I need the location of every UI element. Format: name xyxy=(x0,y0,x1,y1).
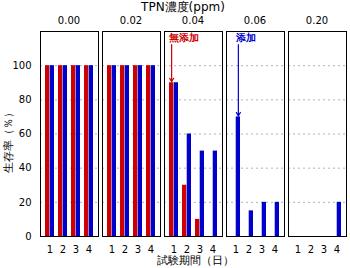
svg-text:2: 2 xyxy=(122,244,128,255)
svg-text:3: 3 xyxy=(135,244,141,255)
html-text:試験期間（日）: 試験期間（日） xyxy=(156,254,234,267)
svg-text:2: 2 xyxy=(60,244,66,255)
svg-text:2: 2 xyxy=(246,244,252,255)
svg-text:1: 1 xyxy=(295,244,301,255)
svg-text:4: 4 xyxy=(86,244,92,255)
svg-text:3: 3 xyxy=(259,244,265,255)
html-text:0.04: 0.04 xyxy=(181,15,205,26)
svg-text:60: 60 xyxy=(19,128,32,139)
svg-text:2: 2 xyxy=(308,244,314,255)
html-text:0.00: 0.00 xyxy=(57,15,81,26)
html-text:0.02: 0.02 xyxy=(119,15,143,26)
svg-text:1: 1 xyxy=(47,244,53,255)
svg-text:1: 1 xyxy=(171,244,177,255)
html-text:0.06: 0.06 xyxy=(243,15,267,26)
svg-text:100: 100 xyxy=(12,60,31,71)
svg-text:20: 20 xyxy=(19,197,32,208)
svg-text:1: 1 xyxy=(233,244,239,255)
html-text:0.20: 0.20 xyxy=(305,15,329,26)
svg-text:添加: 添加 xyxy=(235,32,256,43)
svg-text:4: 4 xyxy=(334,244,340,255)
svg-text:3: 3 xyxy=(321,244,327,255)
svg-text:3: 3 xyxy=(73,244,79,255)
html-text:TPN濃度(ppm): TPN濃度(ppm) xyxy=(141,0,225,14)
html-text:生存率（％）: 生存率（％） xyxy=(1,107,15,173)
svg-text:2: 2 xyxy=(184,244,190,255)
svg-text:3: 3 xyxy=(197,244,203,255)
svg-text:4: 4 xyxy=(210,244,216,255)
svg-text:1: 1 xyxy=(109,244,115,255)
svg-text:40: 40 xyxy=(19,162,32,173)
svg-text:4: 4 xyxy=(148,244,154,255)
svg-text:4: 4 xyxy=(272,244,278,255)
svg-text:0: 0 xyxy=(25,231,31,242)
svg-text:80: 80 xyxy=(19,94,32,105)
svg-text:無添加: 無添加 xyxy=(168,32,199,43)
